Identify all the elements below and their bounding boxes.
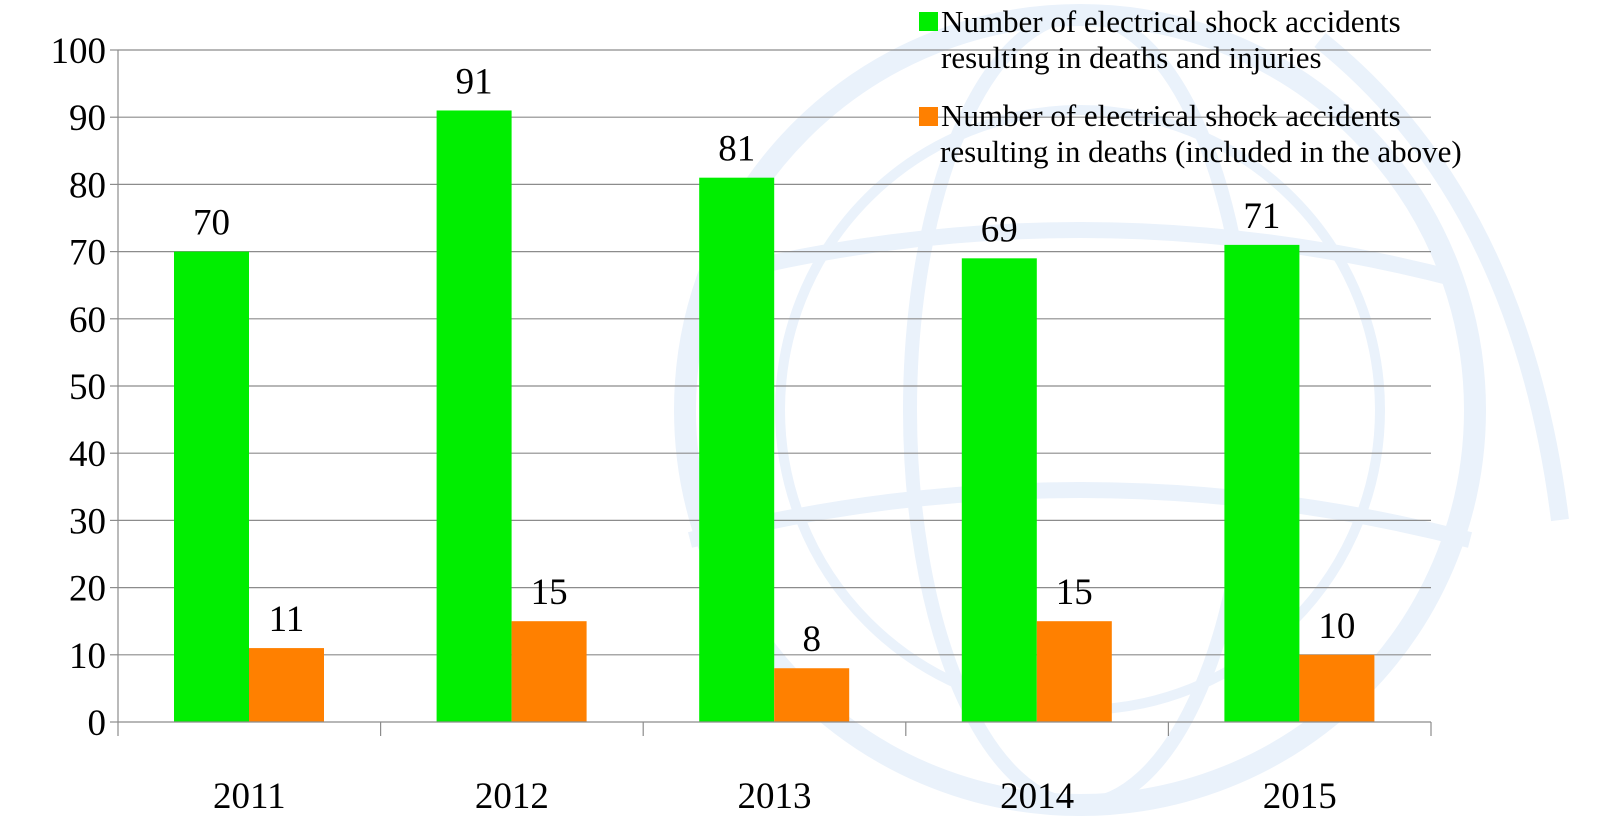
bar-2013-series-1 [699,177,775,722]
y-tick-label: 0 [88,703,107,744]
legend-item-injuries-line1: Number of electrical shock accidents [941,4,1401,39]
y-tick-label: 60 [69,300,106,341]
y-tick-label: 40 [69,434,106,475]
data-label: 70 [193,203,230,244]
bar-2014-series-1 [961,258,1037,722]
legend-item-deaths-line1: Number of electrical shock accidents [941,98,1401,133]
data-label: 10 [1318,606,1355,647]
bar-2012-series-1 [436,110,512,723]
x-tick-label: 2014 [1000,776,1074,817]
legend-item-injuries-line2: resulting in deaths and injuries [941,40,1322,75]
legend-item-deaths-line2: resulting in deaths (included in the abo… [940,134,1462,169]
bars [174,110,1375,723]
legend-item-deaths: Number of electrical shock accidents res… [940,98,1601,170]
data-label: 11 [269,599,305,640]
bar-2011-series-1 [174,251,249,722]
x-tick-label: 2012 [475,776,549,817]
y-tick-label: 10 [69,636,106,677]
y-tick-label: 80 [69,165,106,206]
bar-2014-series-2 [1036,621,1112,722]
bar-2011-series-2 [249,648,324,722]
y-tick-label: 50 [69,367,106,408]
bar-2012-series-2 [511,621,587,722]
data-label: 8 [802,619,821,660]
data-label: 81 [718,129,755,170]
data-label: 91 [456,61,493,102]
axes [110,49,1432,736]
y-tick-label: 100 [51,31,107,72]
y-tick-label: 30 [69,501,106,542]
x-tick-label: 2015 [1263,776,1337,817]
y-tick-label: 20 [69,569,106,610]
legend-swatch-deaths [919,107,938,126]
data-label: 15 [1056,572,1093,613]
x-tick-label: 2011 [213,776,286,817]
data-label: 15 [531,572,568,613]
bar-2015-series-1 [1224,244,1300,722]
y-tick-label: 70 [69,233,106,274]
x-tick-label: 2013 [738,776,812,817]
bar-2013-series-2 [774,668,850,722]
bar-2015-series-2 [1299,654,1375,722]
y-tick-label: 90 [69,98,106,139]
gridlines [118,49,1431,656]
data-label: 69 [981,209,1018,250]
legend-item-injuries: Number of electrical shock accidents res… [941,4,1601,76]
labels: 0102030405060708090100701120119115201281… [51,31,1356,817]
data-label: 71 [1243,196,1280,237]
legend-swatch-injuries [919,12,938,31]
